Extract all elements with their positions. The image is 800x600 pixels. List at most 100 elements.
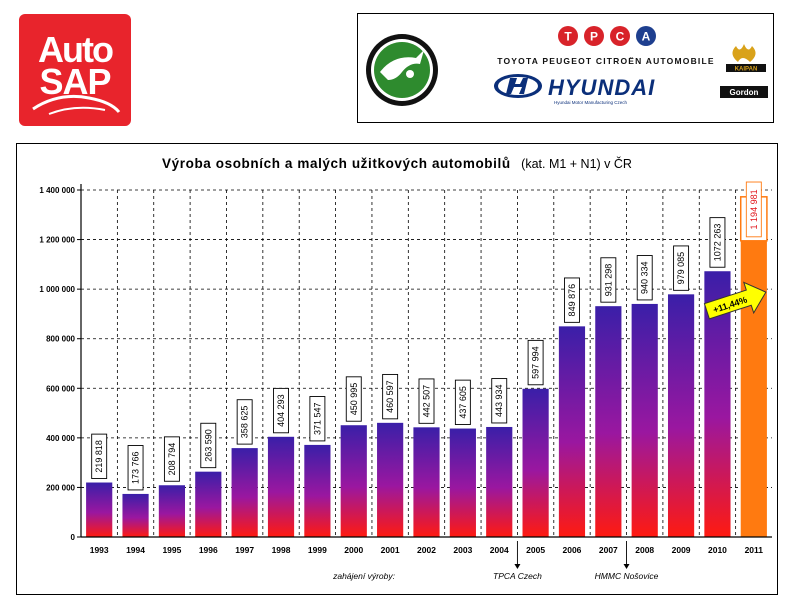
tpca-letter: C <box>616 30 625 44</box>
chart-title: Výroba osobních a malých užitkových auto… <box>162 155 632 172</box>
value-label: 371 547 <box>312 402 322 435</box>
y-tick-label: 600 000 <box>46 384 75 393</box>
tpca-circle-icon <box>584 26 604 46</box>
value-label-box <box>163 436 180 482</box>
bar-1994 <box>122 493 149 537</box>
x-tick-label: 2005 <box>526 545 545 555</box>
value-label: 437 605 <box>458 386 468 419</box>
bar-2005 <box>522 388 549 537</box>
x-tick-label: 2010 <box>708 545 727 555</box>
x-tick-label: 2001 <box>381 545 400 555</box>
sponsor-logos-panel: T P C A TOYOTA PEUGEOT CITROËN AUTOMOBILE H… <box>357 13 774 123</box>
chart-canvas: Výroba osobních a malých užitkových auto… <box>39 155 772 581</box>
gordon-logo <box>720 86 768 98</box>
kaipan-name: KAIPAN <box>735 67 758 73</box>
kaipan-logo-icon <box>726 44 766 72</box>
x-tick-label: 2002 <box>417 545 436 555</box>
skoda-logo-icon <box>366 34 438 106</box>
value-label: 1 194 981 <box>749 189 759 229</box>
x-tick-label: 2009 <box>672 545 691 555</box>
value-label: 358 625 <box>240 406 250 439</box>
x-tick-label: 1993 <box>90 545 109 555</box>
event-label: HMMC Nošovice <box>595 571 659 581</box>
tpca-circle-icon <box>636 26 656 46</box>
value-label-box <box>345 376 362 422</box>
bar-2009 <box>667 294 695 537</box>
x-tick-label: 2000 <box>344 545 363 555</box>
autosap-logo-line1: Auto <box>38 29 113 70</box>
value-label-box <box>418 378 435 424</box>
x-tick-label: 2003 <box>453 545 472 555</box>
y-tick-label: 0 <box>71 533 76 542</box>
bar-2001 <box>377 422 404 537</box>
y-tick-label: 800 000 <box>46 335 75 344</box>
value-label-box <box>382 373 399 420</box>
bar-2000 <box>340 425 367 537</box>
value-label-box <box>236 399 253 445</box>
x-tick-label: 1999 <box>308 545 327 555</box>
y-tick-label: 400 000 <box>46 434 75 443</box>
x-tick-label: 1998 <box>272 545 291 555</box>
autosap-logo: Auto SAP <box>19 14 131 126</box>
car-swoosh-icon <box>32 94 121 113</box>
tpca-letter: T <box>564 30 572 44</box>
value-label: 443 934 <box>494 384 504 417</box>
value-label-box <box>309 396 326 442</box>
hyundai-name: HYUNDAI <box>548 75 655 100</box>
value-label: 219 818 <box>94 440 104 473</box>
hyundai-subtitle: Hyundai Motor Manufacturing Czech <box>554 100 628 105</box>
arrow-down-icon <box>514 564 521 569</box>
x-tick-label: 2008 <box>635 545 654 555</box>
bar-2003 <box>449 428 476 537</box>
x-tick-label: 2004 <box>490 545 509 555</box>
value-label-box <box>454 379 471 425</box>
value-label: 450 995 <box>349 383 359 416</box>
tpca-subtitle: TOYOTA PEUGEOT CITROËN AUTOMOBILE <box>497 56 714 66</box>
x-tick-label: 1996 <box>199 545 218 555</box>
value-label: 849 876 <box>567 284 577 317</box>
value-label-box <box>200 422 217 469</box>
x-tick-label: 1997 <box>235 545 254 555</box>
event-label: TPCA Czech <box>493 571 542 581</box>
value-label-box <box>564 277 580 323</box>
value-label: 263 590 <box>203 429 213 462</box>
value-label-box <box>91 433 108 479</box>
tpca-letter: A <box>642 30 651 44</box>
value-label: 460 597 <box>385 380 395 413</box>
bar-2006 <box>558 326 586 537</box>
value-label-box <box>491 378 508 424</box>
tpca-letter: P <box>590 30 598 44</box>
value-label-box <box>527 339 544 386</box>
bar-2004 <box>486 426 513 537</box>
value-label: 931 298 <box>603 264 613 297</box>
y-tick-label: 1 000 000 <box>39 285 75 294</box>
arrow-down-icon <box>623 564 630 569</box>
bar-1993 <box>86 482 113 537</box>
x-tick-label: 1994 <box>126 545 145 555</box>
tpca-circle-icon <box>558 26 578 46</box>
bar-1998 <box>267 436 295 537</box>
value-label: 173 766 <box>131 451 141 484</box>
bar-1997 <box>231 448 258 537</box>
y-tick-label: 1 400 000 <box>39 186 75 195</box>
value-label: 442 507 <box>422 385 432 418</box>
value-label-box <box>273 387 289 434</box>
bar-1995 <box>158 485 186 537</box>
bar-1999 <box>304 444 331 537</box>
x-tick-label: 2007 <box>599 545 618 555</box>
value-label-box <box>709 217 726 268</box>
value-label-box <box>600 257 617 303</box>
value-label: 597 994 <box>531 346 541 379</box>
value-label: 940 334 <box>640 261 650 294</box>
bar-2002 <box>413 427 440 537</box>
y-tick-label: 1 200 000 <box>39 236 75 245</box>
value-label: 1072 263 <box>712 224 722 262</box>
value-label-box <box>745 181 762 238</box>
value-label: 979 085 <box>676 252 686 285</box>
x-tick-label: 1995 <box>162 545 181 555</box>
bar-1996 <box>195 471 222 537</box>
production-chart: Výroba osobních a malých užitkových auto… <box>16 143 778 595</box>
value-label-box <box>127 445 144 491</box>
value-label-box <box>673 245 690 291</box>
value-label: 208 794 <box>167 443 177 476</box>
